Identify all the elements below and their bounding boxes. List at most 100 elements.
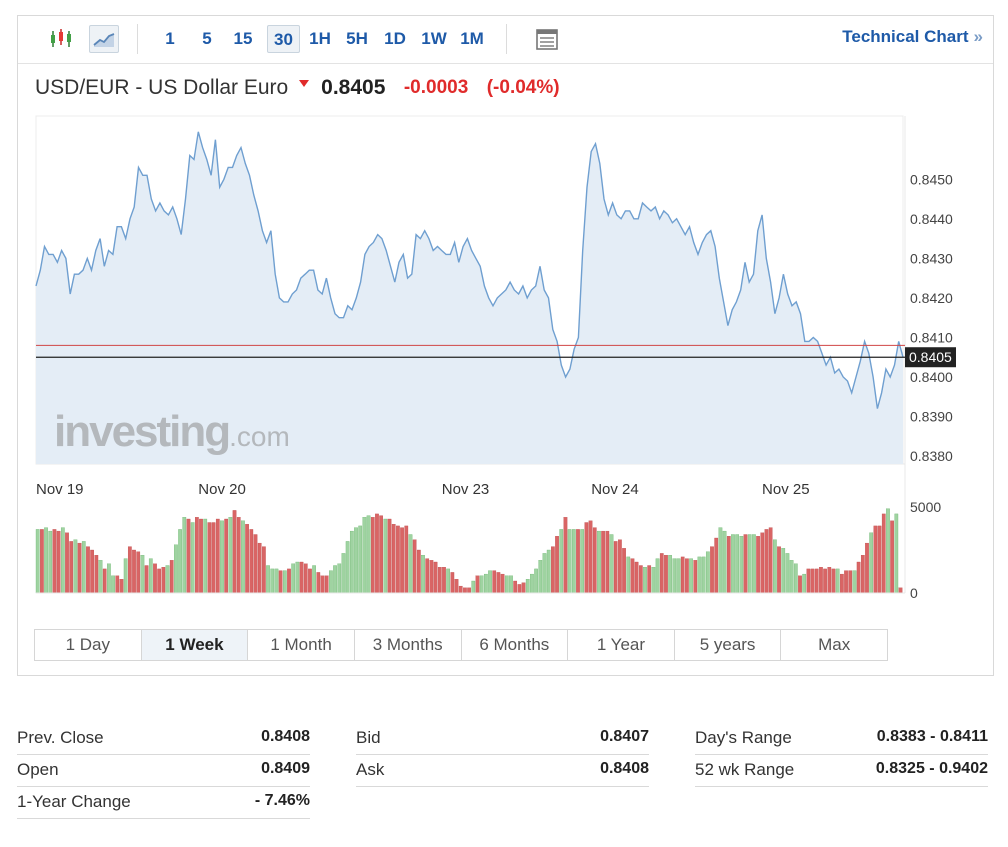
volume-bar: [555, 536, 559, 594]
volume-bar: [823, 568, 827, 594]
y-tick-label: 0.8400: [910, 369, 953, 385]
volume-bar: [115, 575, 120, 594]
range-button-3-months[interactable]: 3 Months: [355, 630, 462, 660]
stat-value: 0.8409: [261, 760, 310, 777]
stat-row: 52 wk Range 0.8325 - 0.9402: [695, 755, 988, 787]
watermark-suffix: .com: [229, 421, 290, 452]
interval-button-5[interactable]: 5: [202, 29, 212, 48]
volume-bar: [245, 524, 249, 594]
candlestick-icon[interactable]: [46, 25, 76, 53]
volume-bar: [262, 546, 266, 594]
volume-bar: [685, 558, 689, 594]
volume-bar: [433, 561, 438, 594]
volume-bar: [303, 563, 308, 594]
volume-bar: [161, 567, 166, 594]
volume-bar: [726, 536, 731, 594]
chart-panel: 1 5 15 30 1H 5H 1D 1W 1M Technical Chart» USD/EU…: [17, 15, 994, 676]
volume-bar: [647, 565, 652, 594]
volume-bar: [320, 575, 325, 594]
volume-bar: [735, 534, 740, 594]
volume-bar: [282, 570, 287, 594]
volume-bar: [102, 568, 107, 594]
volume-bar: [814, 568, 819, 594]
stat-label: Bid: [356, 728, 381, 747]
volume-bar: [94, 555, 99, 594]
volume-bar: [492, 570, 497, 594]
volume-bar: [764, 529, 769, 594]
range-button-5-years[interactable]: 5 years: [675, 630, 782, 660]
stat-value: 0.8408: [261, 728, 310, 745]
volume-bar: [622, 548, 626, 594]
volume-bar: [672, 558, 677, 594]
volume-bar: [446, 568, 450, 594]
area-chart-icon[interactable]: [89, 25, 119, 53]
x-tick-label: Nov 25: [762, 481, 810, 498]
volume-bar: [655, 558, 660, 594]
volume-bar: [605, 530, 610, 594]
volume-bar: [630, 558, 635, 594]
volume-bar: [257, 542, 262, 594]
price-chart[interactable]: investing.com 0.8450 0.8440 0.8430 0.8420 0.8…: [18, 16, 993, 616]
volume-bar: [856, 561, 861, 594]
volume-bar: [890, 520, 894, 594]
volume-bar: [199, 518, 203, 594]
volume-bar: [69, 541, 74, 594]
interval-button-1m[interactable]: 1M: [460, 29, 484, 48]
volume-bar: [291, 563, 296, 594]
volume-bar: [127, 546, 132, 594]
interval-button-5h[interactable]: 5H: [346, 29, 368, 48]
y-tick-label: 0.8440: [910, 211, 953, 227]
range-button-1-day[interactable]: 1 Day: [35, 630, 142, 660]
volume-bar: [634, 561, 639, 594]
volume-bar: [324, 575, 329, 594]
volume-bar: [44, 527, 48, 594]
range-button-max[interactable]: Max: [818, 635, 851, 654]
volume-bar: [90, 549, 94, 594]
volume-bar: [316, 572, 321, 594]
volume-bar: [416, 549, 421, 594]
volume-bar: [530, 573, 534, 594]
volume-bar: [840, 573, 844, 594]
volume-bar: [228, 517, 233, 594]
range-button-6-months[interactable]: 6 Months: [462, 630, 569, 660]
volume-bar: [387, 518, 392, 594]
volume-bar: [136, 551, 141, 594]
volume-bar: [806, 568, 811, 594]
volume-bar: [144, 565, 149, 594]
y-tick-label: 0.8450: [910, 171, 953, 187]
volume-bar: [852, 570, 857, 594]
volume-bar: [747, 534, 752, 594]
volume-tick-label: 0: [910, 585, 918, 601]
volume-bar: [220, 520, 224, 594]
volume-bar: [773, 539, 777, 594]
interval-button-1w[interactable]: 1W: [421, 29, 447, 48]
volume-bar: [337, 563, 342, 594]
last-price: 0.8405: [321, 76, 386, 99]
interval-button-1d[interactable]: 1D: [384, 29, 406, 48]
interval-button-30[interactable]: 30: [267, 25, 300, 53]
volume-bar: [454, 579, 459, 594]
volume-tick-label: 5000: [910, 499, 941, 515]
instrument-name: USD/EUR - US Dollar Euro: [35, 76, 289, 99]
volume-bar: [513, 580, 518, 594]
volume-bar: [680, 556, 685, 594]
volume-bar: [111, 575, 115, 594]
range-button-1-month[interactable]: 1 Month: [248, 630, 355, 660]
technical-chart-link[interactable]: Technical Chart»: [842, 27, 983, 47]
interval-button-1[interactable]: 1: [165, 29, 175, 48]
interval-button-15[interactable]: 15: [233, 29, 253, 48]
table-layout-icon[interactable]: [534, 25, 564, 53]
volume-bar: [714, 537, 719, 594]
down-arrow-icon: [298, 79, 309, 87]
quote-header: USD/EUR - US Dollar Euro 0.8405 -0.0003 …: [35, 76, 560, 106]
volume-bar: [718, 527, 723, 594]
volume-bar: [488, 570, 492, 594]
interval-button-1h[interactable]: 1H: [309, 29, 331, 48]
volume-bar: [819, 567, 823, 594]
volume-bar: [308, 568, 312, 594]
range-button-1-week[interactable]: 1 Week: [141, 630, 249, 660]
volume-bar: [437, 567, 442, 594]
volume-bar: [65, 532, 69, 594]
toolbar-divider: [137, 24, 138, 54]
range-button-1-year[interactable]: 1 Year: [568, 630, 675, 660]
